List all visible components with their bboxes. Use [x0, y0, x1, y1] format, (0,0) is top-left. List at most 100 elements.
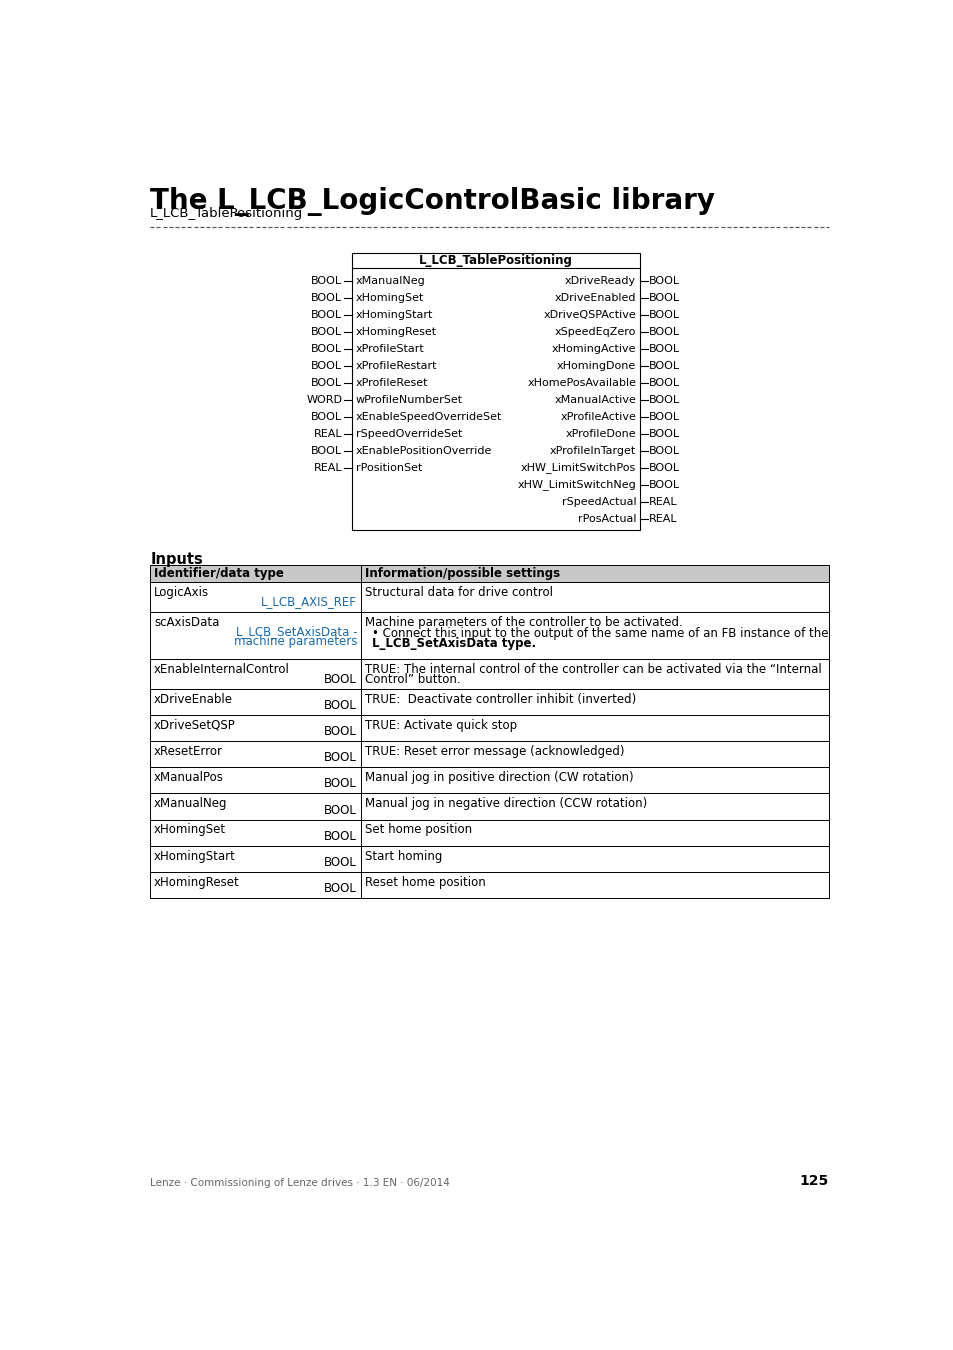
Text: 125: 125: [799, 1173, 828, 1188]
Text: BOOL: BOOL: [311, 310, 342, 320]
Bar: [150, 767, 828, 794]
Bar: [150, 716, 828, 741]
Text: xHomingStart: xHomingStart: [154, 849, 235, 863]
Text: BOOL: BOOL: [324, 672, 356, 686]
Bar: [150, 659, 828, 688]
Text: LogicAxis: LogicAxis: [154, 586, 209, 599]
Text: xDriveEnable: xDriveEnable: [154, 693, 233, 706]
Text: BOOL: BOOL: [311, 293, 342, 304]
Text: BOOL: BOOL: [649, 378, 679, 387]
Text: Control” button.: Control” button.: [365, 674, 460, 686]
Text: xEnablePositionOverride: xEnablePositionOverride: [355, 446, 492, 456]
Text: BOOL: BOOL: [311, 446, 342, 456]
Text: Inputs: Inputs: [150, 552, 203, 567]
Text: Start homing: Start homing: [365, 849, 442, 863]
Text: BOOL: BOOL: [649, 293, 679, 304]
Text: L_LCB_AXIS_REF: L_LCB_AXIS_REF: [261, 595, 356, 609]
Text: BOOL: BOOL: [324, 699, 356, 711]
Text: BOOL: BOOL: [324, 830, 356, 842]
Text: L_LCB_SetAxisData -: L_LCB_SetAxisData -: [235, 625, 356, 637]
Text: xHW_LimitSwitchPos: xHW_LimitSwitchPos: [520, 462, 636, 472]
Text: Reset home position: Reset home position: [365, 876, 485, 888]
Text: BOOL: BOOL: [649, 396, 679, 405]
Text: Machine parameters of the controller to be activated.: Machine parameters of the controller to …: [365, 616, 682, 629]
Text: Manual jog in negative direction (CCW rotation): Manual jog in negative direction (CCW ro…: [365, 798, 646, 810]
Text: WORD: WORD: [306, 396, 342, 405]
Bar: [150, 741, 828, 767]
Text: Information/possible settings: Information/possible settings: [365, 567, 559, 580]
Text: xDriveEnabled: xDriveEnabled: [554, 293, 636, 304]
Text: xProfileReset: xProfileReset: [355, 378, 428, 387]
Text: BOOL: BOOL: [311, 344, 342, 354]
Text: TRUE: Activate quick stop: TRUE: Activate quick stop: [365, 718, 517, 732]
Text: xProfileInTarget: xProfileInTarget: [549, 446, 636, 456]
Text: BOOL: BOOL: [649, 463, 679, 472]
Text: xEnableInternalControl: xEnableInternalControl: [154, 663, 290, 676]
Text: BOOL: BOOL: [649, 327, 679, 338]
Text: BOOL: BOOL: [324, 882, 356, 895]
Text: xProfileRestart: xProfileRestart: [355, 360, 436, 371]
Text: BOOL: BOOL: [311, 327, 342, 338]
Text: xManualActive: xManualActive: [554, 396, 636, 405]
Text: BOOL: BOOL: [649, 277, 679, 286]
Text: xHomingSet: xHomingSet: [355, 293, 423, 304]
Bar: [150, 819, 828, 845]
Text: Manual jog in positive direction (CW rotation): Manual jog in positive direction (CW rot…: [365, 771, 633, 784]
Text: L_LCB_SetAxisData type.: L_LCB_SetAxisData type.: [372, 637, 536, 651]
Bar: [150, 566, 828, 582]
Text: TRUE: The internal control of the controller can be activated via the “Internal: TRUE: The internal control of the contro…: [365, 663, 821, 676]
Text: L_LCB_TablePositioning: L_LCB_TablePositioning: [150, 207, 303, 220]
Text: rPosActual: rPosActual: [578, 513, 636, 524]
Text: BOOL: BOOL: [324, 778, 356, 790]
Text: BOOL: BOOL: [649, 479, 679, 490]
Text: xHomingReset: xHomingReset: [355, 327, 436, 338]
Text: TRUE: Reset error message (acknowledged): TRUE: Reset error message (acknowledged): [365, 745, 624, 757]
Text: xProfileActive: xProfileActive: [559, 412, 636, 421]
Text: xHW_LimitSwitchNeg: xHW_LimitSwitchNeg: [517, 479, 636, 490]
Bar: [150, 688, 828, 716]
Text: BOOL: BOOL: [324, 751, 356, 764]
Text: BOOL: BOOL: [649, 344, 679, 354]
Text: rSpeedOverrideSet: rSpeedOverrideSet: [355, 429, 461, 439]
Bar: [150, 845, 828, 872]
Bar: [150, 872, 828, 898]
Bar: [352, 252, 639, 531]
Text: xManualPos: xManualPos: [154, 771, 224, 784]
Text: xProfileStart: xProfileStart: [355, 344, 424, 354]
Text: BOOL: BOOL: [649, 310, 679, 320]
Text: xProfileDone: xProfileDone: [565, 429, 636, 439]
Text: BOOL: BOOL: [649, 412, 679, 421]
Text: BOOL: BOOL: [324, 856, 356, 869]
Bar: [150, 582, 828, 612]
Text: Structural data for drive control: Structural data for drive control: [365, 586, 553, 599]
Text: The L_LCB_LogicControlBasic library: The L_LCB_LogicControlBasic library: [150, 186, 715, 216]
Text: BOOL: BOOL: [311, 412, 342, 421]
Text: xDriveQSPActive: xDriveQSPActive: [543, 310, 636, 320]
Text: xManualNeg: xManualNeg: [154, 798, 228, 810]
Text: xHomingDone: xHomingDone: [557, 360, 636, 371]
Text: xDriveSetQSP: xDriveSetQSP: [154, 718, 235, 732]
Text: BOOL: BOOL: [324, 803, 356, 817]
Text: BOOL: BOOL: [649, 360, 679, 371]
Text: xHomePosAvailable: xHomePosAvailable: [527, 378, 636, 387]
Text: xEnableSpeedOverrideSet: xEnableSpeedOverrideSet: [355, 412, 501, 421]
Text: xHomingReset: xHomingReset: [154, 876, 239, 888]
Text: BOOL: BOOL: [324, 725, 356, 738]
Text: L_LCB_TablePositioning: L_LCB_TablePositioning: [418, 254, 572, 267]
Text: REAL: REAL: [314, 463, 342, 472]
Text: BOOL: BOOL: [311, 277, 342, 286]
Text: xResetError: xResetError: [154, 745, 223, 757]
Bar: [150, 612, 828, 659]
Text: xManualNeg: xManualNeg: [355, 277, 425, 286]
Text: scAxisData: scAxisData: [154, 616, 219, 629]
Text: TRUE:  Deactivate controller inhibit (inverted): TRUE: Deactivate controller inhibit (inv…: [365, 693, 636, 706]
Text: xSpeedEqZero: xSpeedEqZero: [555, 327, 636, 338]
Text: BOOL: BOOL: [311, 360, 342, 371]
Text: BOOL: BOOL: [649, 429, 679, 439]
Text: wProfileNumberSet: wProfileNumberSet: [355, 396, 462, 405]
Text: Identifier/data type: Identifier/data type: [154, 567, 284, 580]
Text: Set home position: Set home position: [365, 824, 472, 837]
Text: REAL: REAL: [314, 429, 342, 439]
Text: xHomingStart: xHomingStart: [355, 310, 433, 320]
Text: REAL: REAL: [649, 513, 678, 524]
